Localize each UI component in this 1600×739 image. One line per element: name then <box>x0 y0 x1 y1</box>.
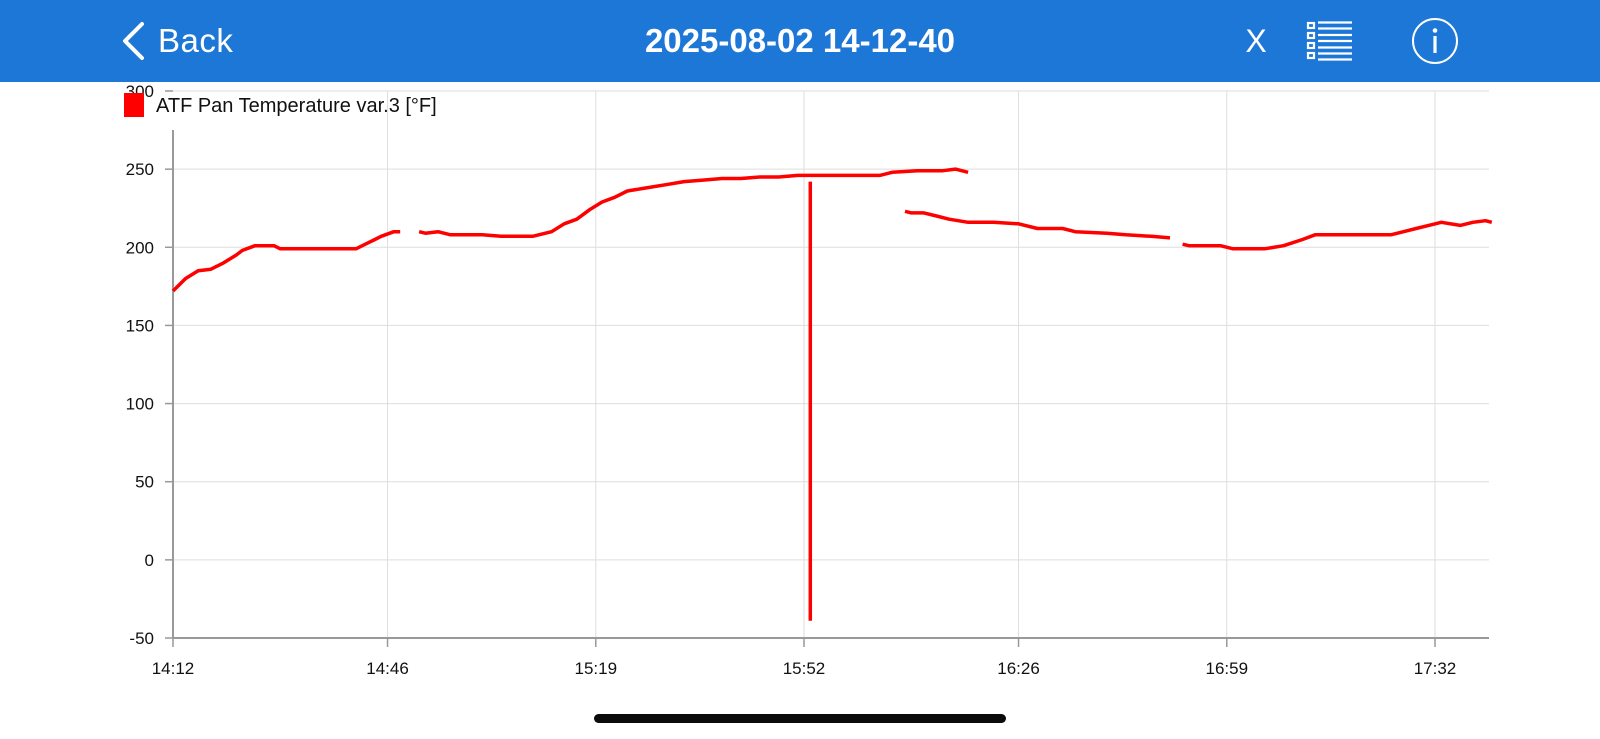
x-tick-label: 14:12 <box>152 659 195 678</box>
y-tick-label: 150 <box>126 316 154 335</box>
page-title: 2025-08-02 14-12-40 <box>644 22 956 59</box>
series-line-segment <box>418 167 969 239</box>
y-tick-label: 0 <box>145 551 154 570</box>
series-line-segment <box>1182 218 1493 251</box>
x-tick-label: 16:59 <box>1205 659 1248 678</box>
x-tick-labels: 14:12 14:46 15:19 15:52 16:26 16:59 17:32 <box>152 638 1457 678</box>
close-button[interactable]: X <box>1245 23 1267 59</box>
y-tick-label: 200 <box>126 238 154 257</box>
list-button[interactable] <box>1306 20 1354 62</box>
info-icon <box>1412 18 1458 64</box>
series-line-segment <box>904 209 1171 240</box>
chart-axes <box>172 130 1489 639</box>
x-tick-label: 16:26 <box>997 659 1040 678</box>
legend-label: ATF Pan Temperature var.3 [°F] <box>156 95 437 117</box>
chart-series <box>171 167 1493 621</box>
x-tick-label: 14:46 <box>366 659 409 678</box>
home-indicator <box>594 714 1006 723</box>
chart-legend[interactable]: ATF Pan Temperature var.3 [°F] <box>124 93 437 117</box>
y-tick-label: 100 <box>126 395 154 414</box>
chart-grid <box>173 90 1489 638</box>
legend-swatch <box>124 93 144 117</box>
x-tick-label: 15:19 <box>574 659 617 678</box>
back-button[interactable]: Back <box>120 14 233 68</box>
chevron-left-icon <box>123 22 144 60</box>
y-tick-label: 250 <box>126 160 154 179</box>
x-tick-label: 17:32 <box>1414 659 1457 678</box>
info-button[interactable] <box>1411 17 1459 65</box>
y-tick-label: -50 <box>129 629 154 648</box>
y-tick-label: 50 <box>135 473 154 492</box>
nav-bar: Back 2025-08-02 14-12-40 X <box>0 0 1600 82</box>
list-icon <box>1306 21 1352 61</box>
series-line-segment <box>171 229 401 293</box>
back-label: Back <box>158 22 234 59</box>
x-tick-label: 15:52 <box>783 659 826 678</box>
